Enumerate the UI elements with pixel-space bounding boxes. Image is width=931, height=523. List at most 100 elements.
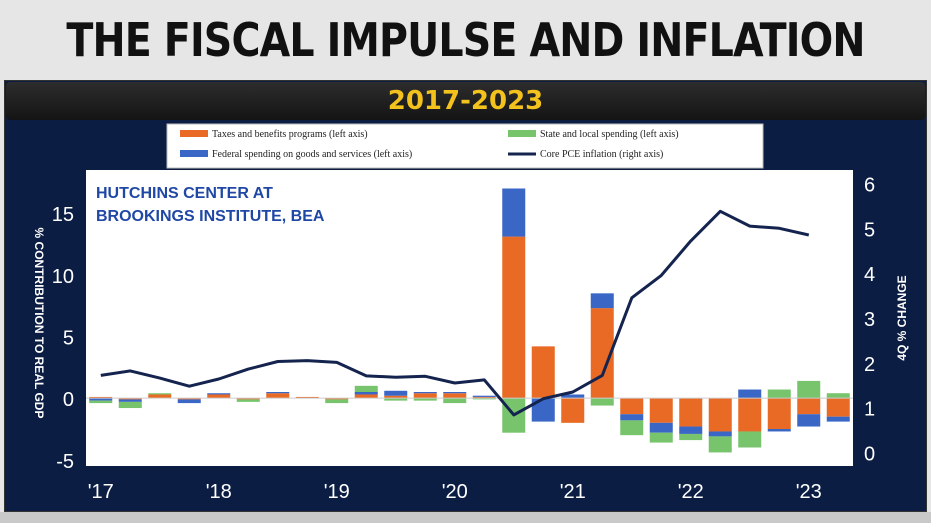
bar-series1-2021Q2 [590, 293, 614, 309]
bar-series1-2019Q4 [413, 392, 437, 394]
bar-series1-2017Q4 [177, 399, 201, 404]
legend-label-state: State and local spending (left axis) [540, 129, 679, 140]
x-tick-label: '18 [206, 481, 232, 503]
axis-right-bg [853, 170, 925, 466]
bar-series1-2020Q2 [472, 395, 496, 397]
y-tick-label: 0 [63, 389, 74, 411]
bar-series1-2023Q1 [797, 414, 821, 427]
bar-series1-2020Q1 [443, 392, 467, 394]
bar-series0-2020Q3 [502, 236, 526, 399]
source-note-line2: BROOKINGS INSTITUTE, BEA [96, 208, 325, 225]
y-axis-title: % CONTRIBUTION TO REAL GDP [32, 228, 46, 419]
bar-series0-2020Q1 [443, 393, 467, 399]
legend-box [166, 123, 764, 169]
bar-series2-2022Q3 [738, 431, 762, 448]
x-tick-label: '22 [678, 481, 704, 503]
y-tick-label: 10 [52, 266, 74, 288]
bar-series0-2023Q1 [797, 398, 821, 415]
axis-left-bg [28, 170, 86, 466]
legend-swatch-federal [180, 150, 208, 157]
bar-series1-2022Q3 [738, 389, 762, 399]
y-tick-label: 15 [52, 204, 74, 226]
bar-series2-2021Q3 [620, 420, 644, 436]
bar-series2-2017Q1 [89, 400, 113, 404]
bar-series0-2021Q1 [561, 398, 585, 423]
source-note-line1: HUTCHINS CENTER AT [96, 185, 273, 202]
bar-series0-2018Q2 [236, 398, 260, 400]
legend-swatch-state [508, 130, 536, 137]
bottom-bar [0, 512, 931, 523]
y2-tick-label: 4 [864, 264, 875, 286]
series-core-pce-line [100, 209, 810, 417]
bar-series0-2022Q1 [679, 398, 703, 427]
bar-series0-2021Q3 [620, 398, 644, 415]
bar-series1-2021Q3 [620, 414, 644, 421]
bar-series1-2021Q1 [561, 394, 585, 399]
bar-series0-2021Q4 [649, 398, 673, 423]
x-tick-label: '21 [560, 481, 586, 503]
axis-bottom-bg [28, 466, 925, 510]
bar-series2-2022Q2 [708, 436, 732, 453]
y2-tick-label: 0 [864, 444, 875, 466]
bar-series0-2019Q1 [325, 398, 349, 400]
bar-series0-2022Q4 [767, 398, 791, 429]
bar-series2-2020Q1 [443, 398, 467, 404]
legend: Taxes and benefits programs (left axis) … [166, 123, 764, 169]
bar-series1-2018Q3 [266, 392, 290, 394]
bar-series1-2021Q4 [649, 422, 673, 433]
y2-axis-title: 4Q % CHANGE [895, 275, 909, 360]
legend-swatch-taxes [180, 130, 208, 137]
bar-series0-2023Q2 [826, 398, 850, 417]
legend-label-federal: Federal spending on goods and services (… [212, 149, 412, 160]
bar-series0-2017Q1 [89, 396, 113, 399]
bar-series2-2018Q2 [236, 399, 260, 402]
y2-tick-label: 5 [864, 219, 875, 241]
bar-series2-2019Q4 [413, 398, 437, 401]
bar-series0-2018Q4 [295, 396, 319, 399]
bar-series1-2019Q3 [384, 390, 408, 396]
y-tick-label: -5 [56, 451, 74, 473]
bar-series2-2020Q2 [472, 398, 496, 400]
x-tick-label: '19 [324, 481, 350, 503]
y2-tick-label: 1 [864, 399, 875, 421]
bar-series1-2019Q2 [354, 392, 378, 395]
bar-series2-2017Q3 [148, 393, 172, 395]
bar-series2-2019Q3 [384, 398, 408, 401]
bar-series2-2019Q2 [354, 385, 378, 392]
bar-series2-2022Q4 [767, 389, 791, 399]
bar-series0-2017Q2 [118, 398, 142, 400]
headline: THE FISCAL IMPULSE AND INFLATION [66, 13, 865, 67]
bar-series0-2017Q4 [177, 398, 201, 400]
bar-series0-2019Q3 [384, 395, 408, 399]
y2-tick-label: 2 [864, 354, 875, 376]
bar-series1-2020Q4 [531, 398, 555, 422]
bar-series2-2023Q1 [797, 380, 821, 399]
bar-series0-2018Q1 [207, 394, 231, 399]
legend-label-taxes: Taxes and benefits programs (left axis) [212, 129, 368, 140]
x-tick-label: '17 [88, 481, 114, 503]
bar-series0-2022Q2 [708, 398, 732, 432]
bar-series0-2020Q4 [531, 346, 555, 399]
bar-series0-2019Q2 [354, 394, 378, 399]
bar-series2-2017Q2 [118, 401, 142, 409]
bar-series1-2022Q2 [708, 431, 732, 437]
x-tick-label: '20 [442, 481, 468, 503]
bar-series2-2019Q1 [325, 399, 349, 404]
bar-series2-2021Q2 [590, 398, 614, 406]
bar-series1-2018Q1 [207, 393, 231, 395]
bar-series1-2022Q4 [767, 429, 791, 432]
bar-series0-2017Q3 [148, 394, 172, 399]
bar-series2-2023Q2 [826, 393, 850, 399]
bar-series2-2022Q1 [679, 433, 703, 441]
subtitle: 2017-2023 [387, 86, 544, 116]
y2-tick-label: 3 [864, 309, 875, 331]
bar-series0-2018Q3 [266, 393, 290, 399]
bar-series1-2017Q1 [89, 398, 113, 401]
bar-series1-2023Q2 [826, 416, 850, 422]
y-tick-label: 5 [63, 328, 74, 350]
bar-series1-2020Q3 [502, 188, 526, 237]
bar-series0-2019Q4 [413, 393, 437, 399]
bar-series0-2022Q3 [738, 398, 762, 432]
subtitle-bar [6, 82, 925, 120]
